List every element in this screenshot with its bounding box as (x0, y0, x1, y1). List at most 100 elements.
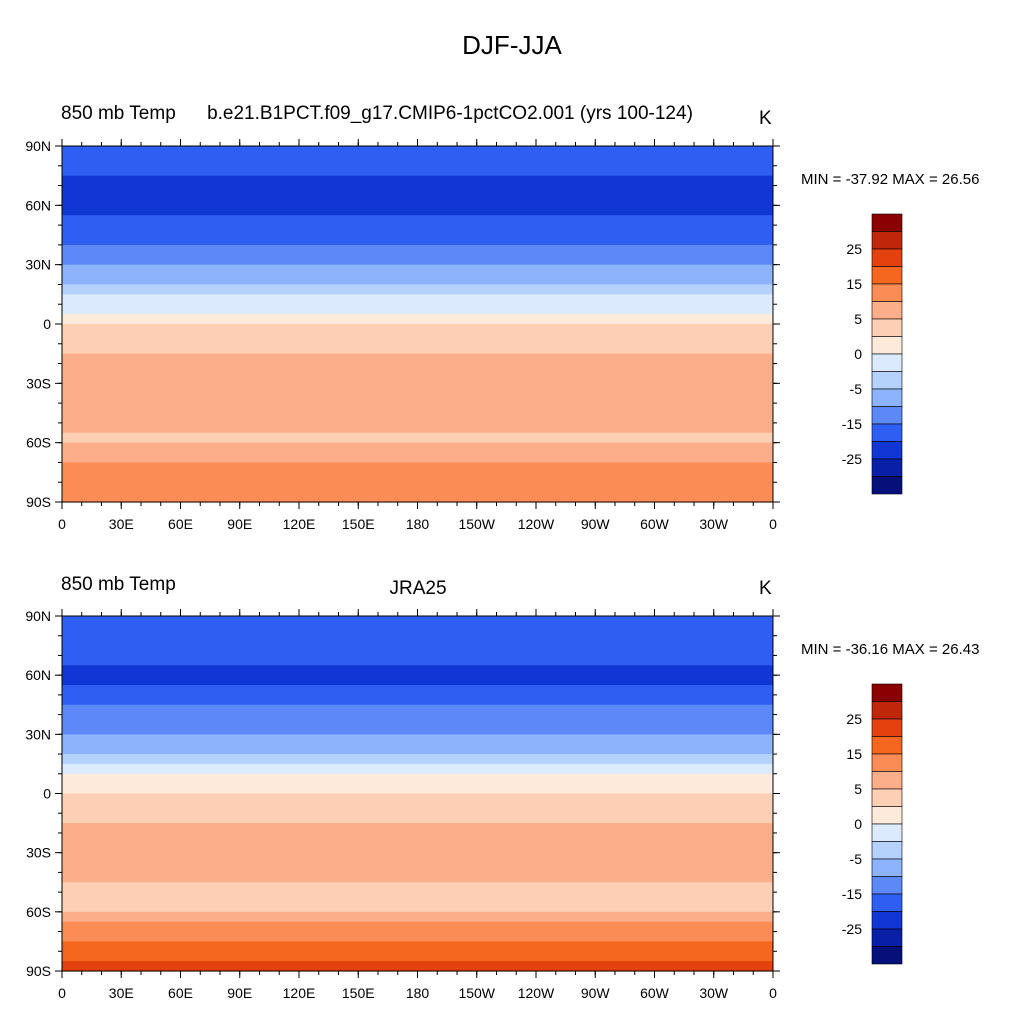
temperature-band (62, 842, 773, 854)
colorbar-swatch (871, 841, 903, 860)
colorbar-swatch (871, 858, 903, 877)
panel1-minmax: MIN = -37.92 MAX = 26.56 (801, 171, 980, 188)
panel1-left-label: 850 mb Temp (61, 103, 176, 124)
temperature-band (62, 413, 773, 424)
temperature-band (62, 832, 773, 844)
colorbar-swatch (871, 946, 903, 965)
temperature-band (62, 304, 773, 315)
colorbar-swatch (871, 736, 903, 755)
y-tick-label: 0 (43, 316, 51, 332)
temperature-band (62, 901, 773, 913)
temperature-band (62, 665, 773, 676)
colorbar-tick-label: 0 (854, 346, 862, 362)
temperature-band (62, 862, 773, 873)
temperature-band (62, 235, 773, 246)
temperature-band (62, 432, 773, 444)
x-tick-label: 150E (342, 985, 375, 1001)
temperature-band (62, 714, 773, 726)
colorbar-tick-label: -5 (850, 851, 863, 867)
colorbar-swatch (871, 231, 903, 250)
x-tick-label: 120W (518, 516, 555, 532)
x-tick-label: 150W (458, 516, 495, 532)
temperature-band (62, 225, 773, 236)
y-tick-label: 90N (25, 608, 51, 624)
temperature-band (62, 185, 773, 197)
temperature-band (62, 852, 773, 864)
temperature-band (62, 264, 773, 276)
temperature-band (62, 373, 773, 384)
temperature-band (62, 482, 773, 493)
temperature-band (62, 773, 773, 785)
colorbar-swatch (871, 788, 903, 807)
x-tick-label: 90W (581, 985, 611, 1001)
colorbar-tick-label: 0 (854, 816, 862, 832)
x-tick-label: 0 (769, 985, 777, 1001)
x-tick-label: 30E (109, 516, 134, 532)
temperature-band (62, 254, 773, 266)
temperature-band (62, 704, 773, 716)
y-tick-label: 60N (25, 197, 51, 213)
temperature-band (62, 383, 773, 394)
x-tick-label: 150E (342, 516, 375, 532)
temperature-band (62, 616, 773, 627)
temperature-band (62, 324, 773, 335)
colorbar-tick-label: 25 (846, 241, 862, 257)
x-tick-label: 60E (168, 985, 193, 1001)
colorbar-tick-label: 5 (854, 311, 862, 327)
temperature-band (62, 823, 773, 834)
colorbar-tick-label: -5 (850, 381, 863, 397)
temperature-band (62, 422, 773, 434)
panel2-left-label: 850 mb Temp (61, 574, 176, 595)
panel1-center-label: b.e21.B1PCT.f09_g17.CMIP6-1pctCO2.001 (y… (207, 103, 693, 124)
temperature-band (62, 744, 773, 755)
temperature-band (62, 452, 773, 464)
temperature-band (62, 892, 773, 903)
colorbar-tick-label: 15 (846, 276, 862, 292)
x-tick-label: 60W (640, 985, 670, 1001)
temperature-band (62, 472, 773, 483)
temperature-band (62, 951, 773, 962)
temperature-band (62, 244, 773, 256)
panel1-units: K (759, 108, 772, 129)
temperature-band (62, 175, 773, 187)
colorbar-swatch (871, 318, 903, 337)
temperature-band (62, 754, 773, 765)
temperature-band (62, 872, 773, 883)
colorbar-swatch (871, 336, 903, 355)
x-tick-label: 60W (640, 516, 670, 532)
y-tick-label: 90S (26, 494, 51, 510)
colorbar-tick-label: 5 (854, 781, 862, 797)
colorbar-swatch (871, 718, 903, 737)
colorbar-swatch (871, 266, 903, 285)
temperature-band (62, 685, 773, 696)
temperature-band (62, 492, 773, 503)
colorbar-swatch (871, 353, 903, 372)
temperature-band (62, 694, 773, 706)
temperature-band (62, 635, 773, 647)
temperature-band (62, 911, 773, 923)
map-panel-1: 0 30E 60E 90E 120E 150E 180 150W 120W 90W 60W 30W 09… (25, 138, 780, 532)
colorbar-swatch (871, 701, 903, 720)
temperature-band (62, 462, 773, 473)
colorbar-swatch (871, 441, 903, 460)
temperature-band (62, 284, 773, 295)
x-tick-label: 0 (58, 985, 66, 1001)
colorbar-swatch (871, 823, 903, 842)
x-tick-label: 30W (699, 516, 729, 532)
colorbar-swatch (871, 301, 903, 320)
temperature-band (62, 655, 773, 666)
temperature-band (62, 793, 773, 804)
x-tick-label: 180 (406, 985, 430, 1001)
temperature-band (62, 403, 773, 414)
temperature-band (62, 274, 773, 286)
y-tick-label: 60S (26, 904, 51, 920)
colorbar-swatch (871, 248, 903, 267)
x-tick-label: 150W (458, 985, 495, 1001)
colorbar-swatch (871, 423, 903, 442)
x-tick-label: 180 (406, 516, 430, 532)
temperature-band (62, 442, 773, 454)
colorbar-tick-label: -15 (842, 886, 862, 902)
temperature-band (62, 675, 773, 686)
x-tick-label: 90E (227, 985, 252, 1001)
